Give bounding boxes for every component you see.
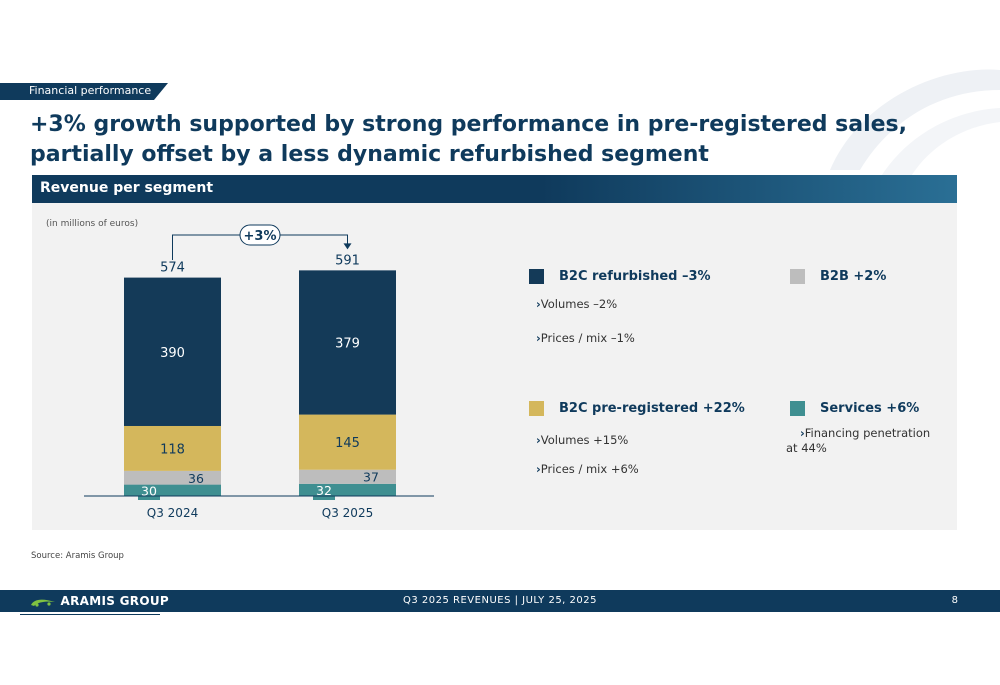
- legend-swatch-preregistered: [529, 401, 544, 416]
- preregistered-bullet-volumes: ›Volumes +15%: [536, 433, 628, 447]
- bar-segment-services: [124, 484, 221, 496]
- page-title: +3% growth supported by strong performan…: [30, 112, 908, 167]
- bullet-text: Volumes +15%: [540, 433, 629, 447]
- bar-segment-preregistered: [299, 414, 396, 470]
- bar-segment-preregistered: [124, 425, 221, 471]
- bar-segment-b2b: [124, 470, 221, 485]
- company-logo: ARAMIS GROUP: [30, 594, 169, 608]
- bullet-text: Prices / mix +6%: [540, 462, 639, 476]
- bullet-text: Prices / mix –1%: [540, 331, 635, 345]
- preregistered-bullet-prices: ›Prices / mix +6%: [536, 462, 639, 476]
- car-logo-icon: [31, 599, 55, 607]
- section-tag: Financial performance: [0, 83, 168, 100]
- legend-swatch-b2b: [790, 269, 805, 284]
- footer-divider: [20, 614, 160, 615]
- bar-segment-b2b: [299, 469, 396, 484]
- data-label-services: 30: [141, 484, 157, 499]
- bullet-chevron: ›: [536, 297, 541, 311]
- legend-label-preregistered: B2C pre-registered +22%: [559, 401, 745, 416]
- growth-badge: [239, 224, 281, 246]
- section-tag-label: Financial performance: [29, 84, 152, 97]
- refurbished-bullet-volumes: ›Volumes –2%: [536, 297, 617, 311]
- bullet-chevron: ›: [536, 462, 541, 476]
- decorative-swoosh: [830, 69, 1000, 178]
- legend-label-b2b: B2B +2%: [820, 269, 887, 284]
- growth-label: +3%: [244, 229, 277, 244]
- legend-label-services: Services +6%: [820, 401, 920, 416]
- data-label-refurbished: 390: [160, 346, 185, 361]
- total-label: 574: [160, 261, 185, 276]
- refurbished-bullet-prices: ›Prices / mix –1%: [536, 331, 635, 345]
- bullet-text: Volumes –2%: [540, 297, 618, 311]
- legend-swatch-refurbished: [529, 269, 544, 284]
- legend-swatch-services: [790, 401, 805, 416]
- total-label: 591: [335, 253, 360, 268]
- data-label-b2b: 37: [363, 470, 379, 485]
- footer-center-text: Q3 2025 REVENUES | JULY 25, 2025: [403, 595, 597, 606]
- bullet-chevron: ›: [536, 433, 541, 447]
- bullet-chevron: ›: [536, 331, 541, 345]
- bullet-chevron: ›: [800, 426, 805, 440]
- data-label-refurbished: 379: [335, 336, 360, 351]
- category-label: Q3 2024: [147, 506, 198, 520]
- data-label-services: 32: [316, 483, 332, 498]
- panel-title: Revenue per segment: [40, 180, 214, 196]
- bar-segment-refurbished: [124, 277, 221, 426]
- data-label-preregistered: 145: [335, 436, 360, 451]
- bar-segment-refurbished: [299, 270, 396, 415]
- services-bullet-financing: ›Financing penetration: [800, 426, 930, 440]
- legend-label-refurbished: B2C refurbished –3%: [559, 269, 711, 284]
- panel-header: Revenue per segment: [32, 175, 957, 203]
- services-bullet-financing-cont: at 44%: [786, 441, 827, 455]
- logo-text: ARAMIS GROUP: [60, 594, 169, 608]
- unit-note: (in millions of euros): [46, 219, 139, 229]
- source-note: Source: Aramis Group: [31, 551, 124, 561]
- footer-bar: ARAMIS GROUP Q3 2025 REVENUES | JULY 25,…: [0, 590, 1000, 612]
- page-number: 8: [951, 595, 958, 606]
- category-label: Q3 2025: [322, 506, 373, 520]
- data-label-b2b: 36: [188, 471, 204, 486]
- growth-arrow-head: [343, 243, 352, 250]
- bullet-text: Financing penetration: [804, 426, 931, 440]
- data-label-preregistered: 118: [160, 442, 185, 457]
